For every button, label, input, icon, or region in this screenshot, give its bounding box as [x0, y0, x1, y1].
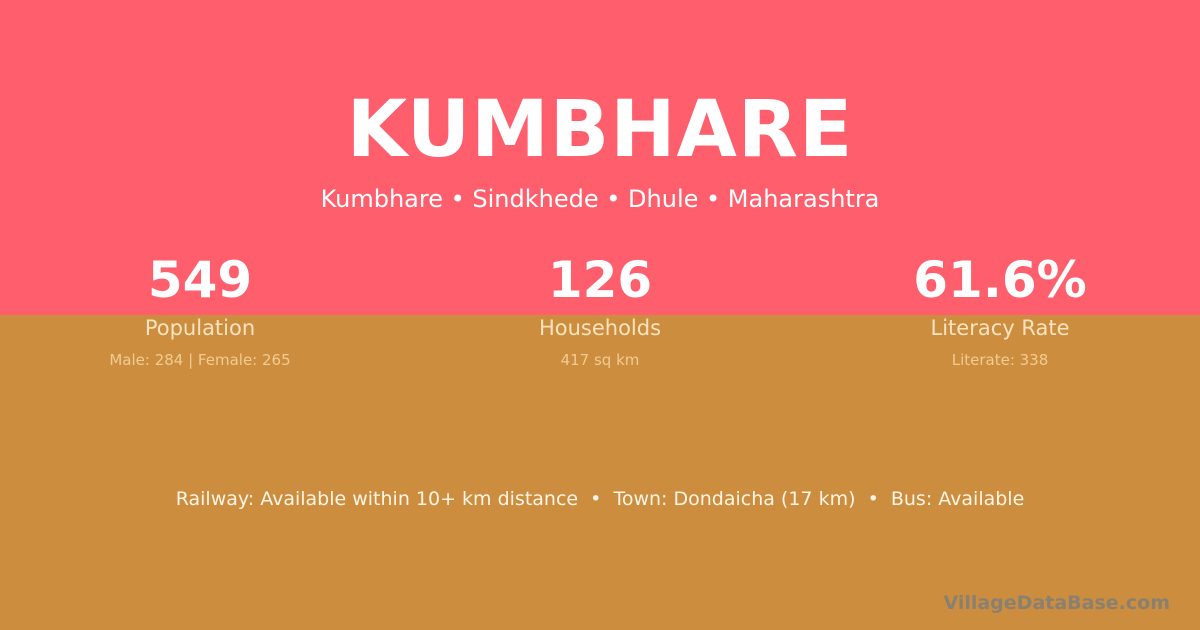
stat-detail: 417 sq km	[560, 351, 640, 369]
amenities-line: Railway: Available within 10+ km distanc…	[175, 488, 1025, 510]
stat-label: Literacy Rate	[930, 316, 1070, 340]
stat-households: 126 Households 417 sq km	[400, 248, 800, 375]
watermark-logo: VillageDataBase.com	[943, 592, 1170, 614]
header-band	[0, 0, 1200, 315]
stat-detail: Male: 284 | Female: 265	[109, 351, 291, 369]
stat-label: Population	[144, 316, 256, 340]
stat-value: 126	[547, 251, 653, 309]
content-band	[0, 315, 1200, 630]
stat-value: 549	[147, 251, 253, 309]
stat-label: Households	[538, 316, 662, 340]
village-title: KUMBHARE	[346, 85, 854, 175]
stat-population: 549 Population Male: 284 | Female: 265	[0, 248, 400, 375]
location-breadcrumb: Kumbhare • Sindkhede • Dhule • Maharasht…	[320, 185, 880, 213]
stat-literacy: 61.6% Literacy Rate Literate: 338	[800, 248, 1200, 375]
stat-detail: Literate: 338	[951, 351, 1049, 369]
stat-value: 61.6%	[913, 251, 1087, 309]
